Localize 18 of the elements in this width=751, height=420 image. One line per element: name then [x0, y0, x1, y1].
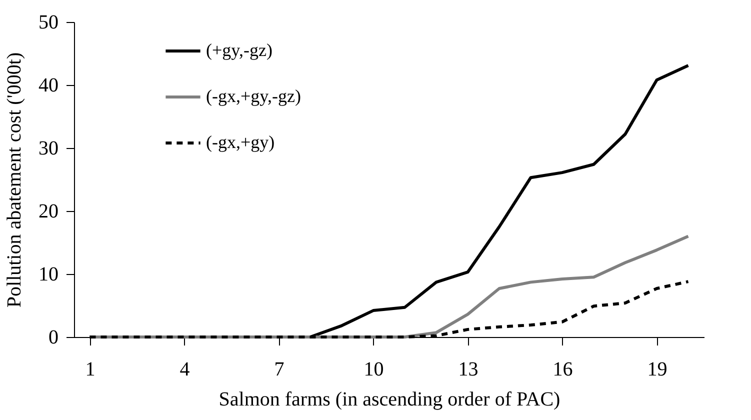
x-tick-label: 16 [552, 358, 573, 380]
x-tick-label: 7 [274, 358, 284, 380]
y-tick-label: 10 [38, 264, 58, 286]
legend-label: (-gx,+gy,-gz) [206, 86, 301, 106]
y-tick-label: 50 [38, 12, 58, 34]
legend-label: (-gx,+gy) [206, 132, 275, 152]
legend-label: (+gy,-gz) [206, 40, 272, 60]
x-tick-label: 19 [647, 358, 668, 380]
y-tick-label: 30 [38, 138, 58, 160]
x-tick-label: 4 [180, 358, 190, 380]
y-tick-label: 0 [48, 326, 58, 348]
x-tick-label: 13 [458, 358, 478, 380]
y-tick-label: 40 [38, 74, 58, 96]
y-tick-label: 20 [38, 200, 58, 222]
x-axis-title: Salmon farms (in ascending order of PAC) [218, 388, 560, 410]
y-axis-title: Pollution abatement cost ('000t) [4, 52, 26, 308]
x-tick-label: 1 [85, 358, 96, 380]
x-tick-label: 10 [364, 358, 384, 380]
